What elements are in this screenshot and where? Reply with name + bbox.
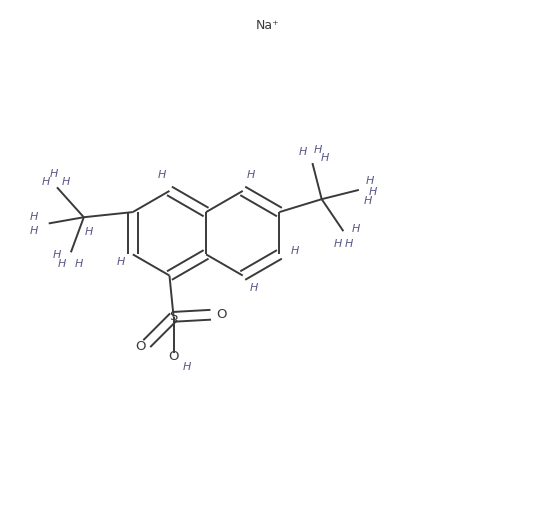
Text: H: H [182, 362, 190, 373]
Text: H: H [74, 259, 83, 269]
Text: S: S [170, 310, 178, 324]
Text: H: H [299, 147, 307, 157]
Text: H: H [52, 250, 60, 260]
Text: H: H [116, 257, 125, 267]
Text: H: H [369, 187, 378, 198]
Text: H: H [41, 177, 50, 187]
Text: H: H [85, 227, 93, 237]
Text: O: O [169, 349, 179, 363]
Text: H: H [249, 283, 258, 293]
Text: H: H [366, 175, 374, 186]
Text: O: O [135, 340, 146, 353]
Text: H: H [157, 170, 166, 181]
Text: H: H [345, 239, 353, 249]
Text: H: H [50, 169, 58, 180]
Text: H: H [314, 145, 322, 155]
Text: H: H [364, 196, 372, 206]
Text: Na⁺: Na⁺ [256, 19, 279, 33]
Text: H: H [352, 223, 361, 234]
Text: H: H [57, 259, 66, 269]
Text: H: H [334, 239, 342, 249]
Text: H: H [30, 226, 39, 236]
Text: H: H [246, 170, 255, 181]
Text: H: H [321, 153, 330, 163]
Text: H: H [62, 177, 71, 187]
Text: H: H [30, 212, 39, 222]
Text: O: O [216, 308, 226, 321]
Text: H: H [291, 246, 299, 256]
